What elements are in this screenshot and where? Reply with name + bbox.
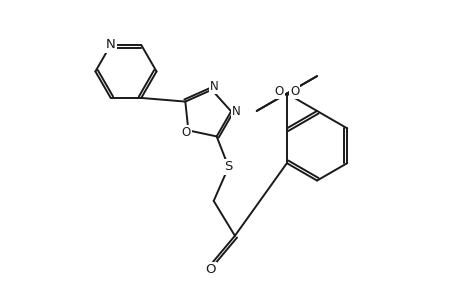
Text: N: N xyxy=(231,105,240,118)
Text: O: O xyxy=(205,263,215,276)
Text: N: N xyxy=(106,38,115,52)
Text: N: N xyxy=(209,80,218,93)
Text: O: O xyxy=(181,126,190,139)
Text: O: O xyxy=(289,85,298,98)
Text: S: S xyxy=(224,160,232,173)
Text: O: O xyxy=(274,85,283,98)
